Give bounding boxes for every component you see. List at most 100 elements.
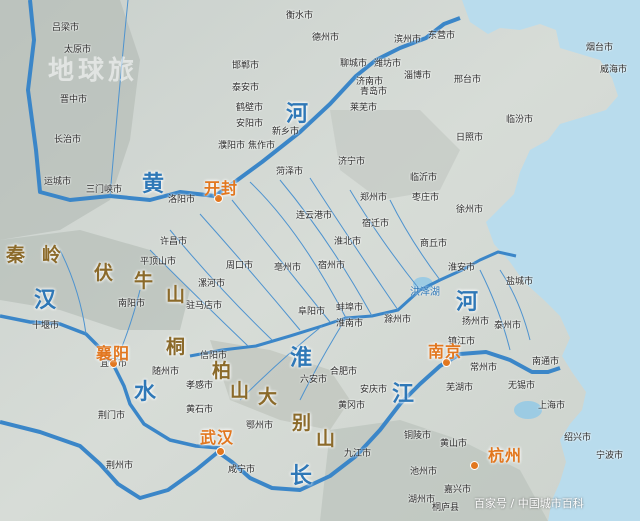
city-label: 运城市: [44, 177, 72, 187]
city-label: 常州市: [470, 363, 498, 373]
city-label: 郑州市: [360, 193, 388, 203]
city-label: 聊城市: [340, 59, 368, 69]
river-label: 江: [392, 382, 415, 407]
city-label: 德州市: [312, 33, 340, 43]
city-label: 镇江市: [448, 337, 476, 347]
mountain-shade-dabie: [210, 340, 350, 430]
river-label: 河: [286, 102, 309, 127]
city-label: 济宁市: [338, 157, 366, 167]
city-label: 焦作市: [248, 141, 276, 151]
city-label: 信阳市: [200, 351, 228, 361]
mountain-label: 大: [258, 386, 278, 408]
mountain-shade-shandong: [330, 110, 460, 200]
city-label: 淄博市: [404, 71, 432, 81]
major-city-dot: [214, 194, 223, 203]
major-city-dot: [442, 358, 451, 367]
city-label: 临汾市: [506, 115, 534, 125]
major-city-label: 杭州: [488, 446, 523, 465]
huai-tributary: [199, 213, 301, 331]
mountain-label: 山: [316, 428, 336, 450]
city-label: 安庆市: [360, 385, 388, 395]
han-tributary: [113, 289, 141, 367]
mountain-label: 山: [230, 380, 250, 402]
city-label: 濮阳市: [218, 141, 246, 151]
city-label: 芜湖市: [446, 383, 474, 393]
city-label: 随州市: [152, 367, 180, 377]
city-label: 莱芜市: [350, 103, 378, 113]
city-label: 蚌埠市: [336, 303, 364, 313]
watermark-top: 地球旅: [48, 56, 139, 86]
city-label: 淮安市: [448, 263, 476, 273]
city-label: 吕梁市: [52, 23, 80, 33]
city-label: 日照市: [456, 133, 484, 143]
mountain-label: 伏: [94, 262, 114, 284]
city-label: 济南市: [356, 77, 384, 87]
city-label: 桐庐县: [432, 503, 460, 513]
mountain-label: 岭: [42, 244, 62, 266]
city-label: 长治市: [54, 135, 82, 145]
city-label: 上海市: [538, 401, 566, 411]
river-label: 黄: [142, 172, 165, 197]
city-label: 漯河市: [198, 279, 226, 289]
city-label: 十堰市: [32, 321, 60, 331]
city-label: 黄石市: [186, 405, 214, 415]
huai-tributary: [349, 189, 421, 291]
lake-label: 洪泽湖: [410, 287, 440, 298]
mountain-label: 牛: [134, 270, 154, 292]
city-label: 淮南市: [336, 319, 364, 329]
city-label: 池州市: [410, 467, 438, 477]
river-label: 长: [290, 464, 313, 489]
major-city-dot: [216, 447, 225, 456]
city-label: 鹤壁市: [236, 103, 264, 113]
huai-tributary: [499, 269, 531, 341]
huai-tributary: [299, 317, 347, 401]
huai-tributary: [249, 181, 347, 319]
city-label: 绍兴市: [564, 433, 592, 443]
yellow-river: [26, 0, 461, 202]
city-label: 烟台市: [586, 43, 614, 53]
city-label: 驻马店市: [186, 301, 223, 311]
city-label: 盐城市: [506, 277, 534, 287]
city-label: 许昌市: [160, 237, 188, 247]
han-tributary: [59, 249, 87, 335]
city-label: 铜陵市: [404, 431, 432, 441]
city-label: 泰州市: [494, 321, 522, 331]
river-label: 汉: [34, 288, 57, 313]
city-label: 潍坊市: [374, 59, 402, 69]
city-label: 黄冈市: [338, 401, 366, 411]
city-label: 湖州市: [408, 495, 436, 505]
mountain-shade-west: [0, 0, 140, 240]
major-city-label: 南京: [428, 342, 463, 361]
city-label: 宁波市: [596, 451, 624, 461]
huai-tributary: [389, 199, 441, 281]
city-label: 晋中市: [60, 95, 88, 105]
city-label: 周口市: [226, 261, 254, 271]
city-label: 洛阳市: [168, 195, 196, 205]
yellow-tributary: [109, 0, 129, 197]
city-label: 无锡市: [508, 381, 536, 391]
city-label: 新乡市: [272, 127, 300, 137]
city-label: 徐州市: [456, 205, 484, 215]
city-label: 淮北市: [334, 237, 362, 247]
city-label: 邢台市: [454, 75, 482, 85]
river-label: 河: [456, 290, 479, 315]
city-label: 亳州市: [274, 263, 302, 273]
city-label: 邯郸市: [232, 61, 260, 71]
city-label: 连云港市: [296, 211, 333, 221]
huai-river: [189, 250, 517, 358]
mountain-label: 别: [292, 412, 312, 434]
mountain-label: 秦: [6, 244, 26, 266]
major-city-label: 襄阳: [96, 344, 131, 363]
city-label: 六安市: [300, 375, 328, 385]
city-label: 东营市: [428, 31, 456, 41]
huai-tributary: [169, 229, 273, 341]
city-label: 滨州市: [394, 35, 422, 45]
watermark-bottom: 百家号 / 中国城市百科: [474, 497, 584, 510]
city-label: 咸宁市: [228, 465, 256, 475]
city-label: 平顶山市: [140, 257, 177, 267]
city-label: 九江市: [344, 449, 372, 459]
city-label: 宿州市: [318, 261, 346, 271]
huai-tributary: [479, 269, 511, 351]
